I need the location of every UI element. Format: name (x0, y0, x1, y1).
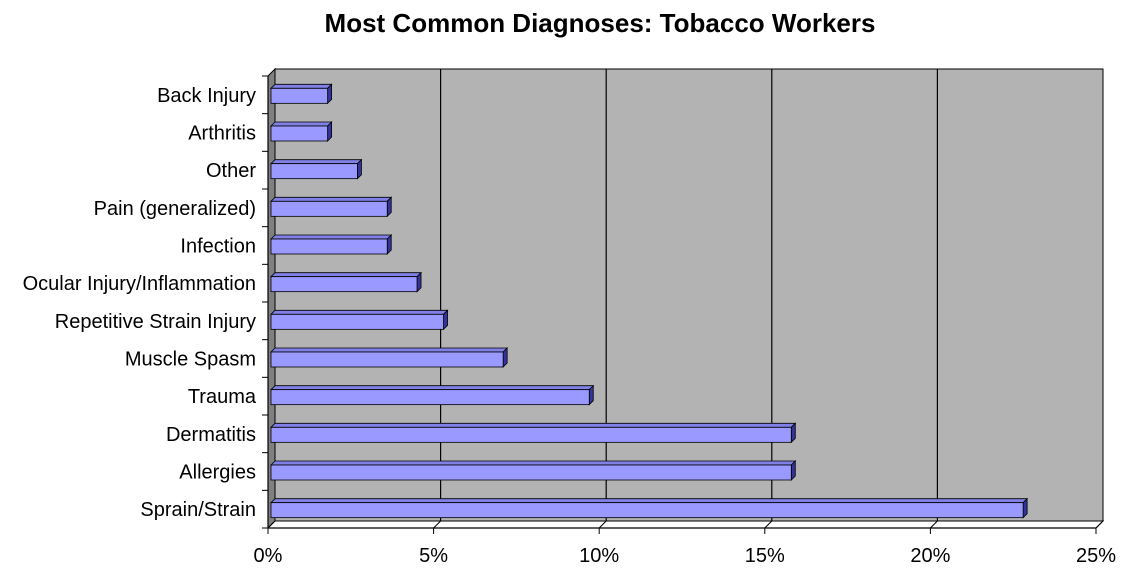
bar (270, 347, 509, 368)
floor-gridline (267, 520, 276, 529)
bar-front-face (270, 351, 504, 368)
x-tick-label: 15% (745, 545, 785, 567)
bar-front-face (270, 276, 418, 293)
bar-front-face (270, 200, 388, 217)
x-tick-label: 25% (1076, 545, 1116, 567)
x-tick-label: 20% (910, 545, 950, 567)
bar-side-face (443, 309, 448, 331)
bar-side-face (327, 83, 333, 105)
y-category-label: Arthritis (188, 123, 256, 145)
bar-front-face (270, 163, 358, 180)
bar (270, 121, 333, 142)
chart-title: Most Common Diagnoses: Tobacco Workers (324, 8, 876, 38)
bar-top-face (270, 159, 363, 165)
bar-front-face (270, 502, 1024, 519)
y-category-label: Trauma (188, 386, 257, 408)
bar-side-face (502, 347, 508, 368)
bar-side-face (1022, 497, 1028, 519)
bar-top-face (270, 498, 1029, 504)
bar (270, 83, 333, 105)
y-category-label: Back Injury (157, 85, 256, 107)
bar (270, 158, 363, 180)
bar-side-face (416, 271, 422, 293)
bar-top-face (270, 121, 333, 127)
bar-front-face (270, 238, 388, 255)
y-category-label: Sprain/Strain (140, 499, 256, 521)
bar-top-face (270, 422, 797, 428)
y-category-label: Allergies (179, 462, 256, 484)
x-tick-label: 10% (579, 545, 619, 567)
bar-side-face (588, 384, 594, 406)
bar-front-face (270, 389, 590, 406)
bar (270, 497, 1029, 519)
y-category-label: Repetitive Strain Injury (55, 311, 256, 333)
floor-gridline (764, 520, 773, 529)
bar-side-face (386, 234, 392, 255)
bar-front-face (270, 426, 792, 443)
bar-side-face (790, 422, 796, 444)
bar-top-face (270, 385, 595, 391)
bar (270, 422, 797, 444)
bar (270, 309, 449, 331)
floor-gridline (1095, 520, 1104, 529)
bar-top-face (270, 196, 393, 202)
bar-side-face (357, 158, 362, 180)
y-category-label: Pain (generalized) (94, 198, 256, 220)
x-tick-label: 5% (419, 545, 448, 567)
y-category-label: Other (206, 160, 256, 182)
bar-top-face (270, 234, 393, 240)
bar (270, 384, 595, 406)
bar-front-face (270, 464, 792, 481)
floor-gridline (598, 520, 607, 529)
bar-top-face (270, 309, 449, 315)
bar (270, 460, 797, 481)
floor-gridline (930, 520, 938, 529)
bar-side-face (386, 196, 392, 218)
bar (270, 196, 393, 218)
x-tick-label: 0% (254, 545, 283, 567)
bar (270, 271, 423, 293)
y-category-label: Ocular Injury/Inflammation (23, 273, 256, 295)
plot-back-wall (274, 68, 1104, 522)
bar-top-face (270, 460, 797, 466)
bar (270, 234, 393, 255)
bar-top-face (270, 272, 423, 278)
floor-gridline (433, 520, 441, 529)
y-category-label: Muscle Spasm (125, 349, 256, 371)
bar-front-face (270, 125, 329, 142)
bar-top-face (270, 347, 509, 353)
bar-side-face (790, 460, 796, 481)
bar-top-face (270, 83, 333, 89)
bar-front-face (270, 87, 329, 104)
y-category-label: Dermatitis (166, 424, 256, 446)
plot-floor (266, 520, 1105, 529)
y-category-label: Infection (180, 236, 256, 258)
bar-front-face (270, 313, 444, 330)
bar-side-face (327, 121, 333, 142)
